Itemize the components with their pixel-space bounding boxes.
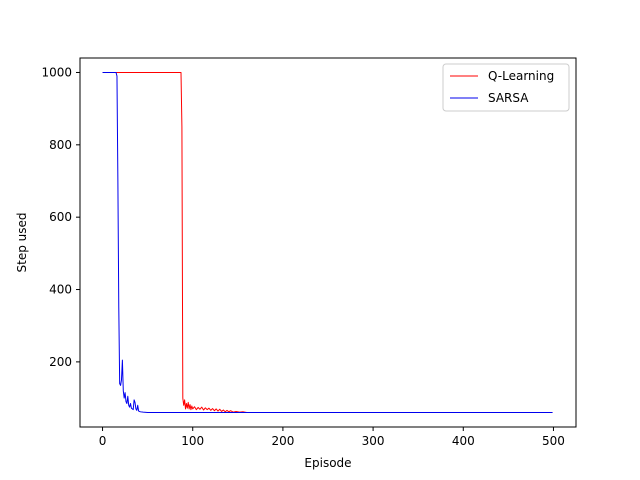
x-tick-label: 100: [181, 434, 204, 448]
y-tick-label: 400: [49, 283, 72, 297]
legend-label-q-learning: Q-Learning: [488, 69, 554, 83]
plot-frame: [79, 57, 577, 428]
y-tick-label: 800: [49, 138, 72, 152]
x-tick-label: 300: [362, 434, 385, 448]
series-layer: [102, 71, 553, 414]
series-line-sarsa: [102, 71, 553, 414]
x-axis: 0 100 200 300 400 500: [99, 427, 565, 448]
series-line-q-learning: [102, 71, 553, 414]
x-tick-label: 500: [542, 434, 565, 448]
y-axis: 200 400 600 800 1000: [41, 65, 80, 369]
y-axis-label: Step used: [15, 213, 29, 273]
y-tick-label: 1000: [41, 65, 72, 79]
x-tick-label: 0: [99, 434, 107, 448]
legend: Q-Learning SARSA: [442, 63, 570, 112]
y-tick-label: 600: [49, 210, 72, 224]
x-tick-label: 400: [452, 434, 475, 448]
x-axis-label: Episode: [304, 456, 351, 470]
x-tick-label: 200: [271, 434, 294, 448]
legend-label-sarsa: SARSA: [488, 91, 529, 105]
y-tick-label: 200: [49, 355, 72, 369]
